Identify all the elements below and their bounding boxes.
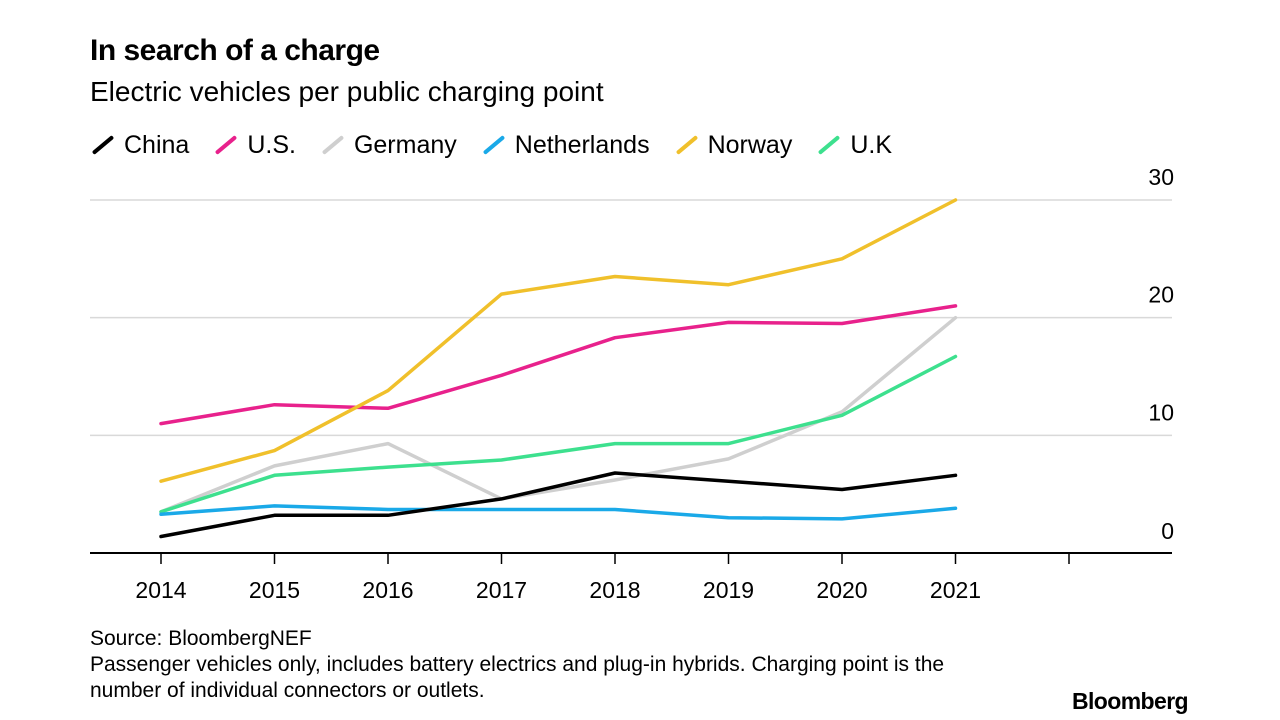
legend-item-china: China [90, 131, 189, 160]
footnote: Passenger vehicles only, includes batter… [90, 653, 945, 702]
y-tick-label-0: 0 [1161, 518, 1174, 544]
bloomberg-logo: Bloomberg [1072, 688, 1189, 714]
legend-label-china: China [124, 130, 190, 159]
legend-item-norway: Norway [674, 130, 793, 160]
x-tick-label-2019: 2019 [703, 577, 754, 603]
x-tick-label-2016: 2016 [362, 577, 413, 603]
chart-subtitle: Electric vehicles per public charging po… [90, 76, 604, 107]
legend-label-norway: Norway [707, 130, 793, 159]
series-line-norway [159, 198, 958, 483]
legend-label-germany: Germany [353, 130, 457, 159]
x-tick-label-2021: 2021 [930, 577, 981, 603]
series-line-china [159, 471, 958, 539]
legend-item-uk: U.K [816, 131, 892, 160]
legend-label-uk: U.K [850, 130, 893, 159]
legend-label-netherlands: Netherlands [514, 130, 650, 159]
x-tick-label-2018: 2018 [589, 577, 640, 603]
legend-item-germany: Germany [320, 131, 457, 160]
series-line-us [159, 304, 958, 426]
y-tick-label-20: 20 [1148, 282, 1174, 308]
series-line-netherlands [159, 504, 958, 521]
source-note: Source: BloombergNEF [90, 627, 312, 650]
y-tick-label-30: 30 [1148, 164, 1174, 190]
x-tick-label-2015: 2015 [249, 577, 300, 603]
y-tick-label-10: 10 [1148, 399, 1174, 425]
x-tick-label-2017: 2017 [476, 577, 527, 603]
series-line-uk [159, 354, 958, 514]
series-line-germany [159, 315, 958, 514]
legend-item-us: U.S. [213, 131, 296, 160]
x-tick-label-2014: 2014 [135, 577, 186, 603]
legend-item-netherlands: Netherlands [481, 131, 650, 160]
legend: China U.S. Germany Netherlands Norway U.… [90, 128, 892, 162]
legend-label-us: U.S. [247, 130, 296, 159]
x-tick-label-2020: 2020 [816, 577, 867, 603]
chart-title: In search of a charge [90, 34, 380, 67]
